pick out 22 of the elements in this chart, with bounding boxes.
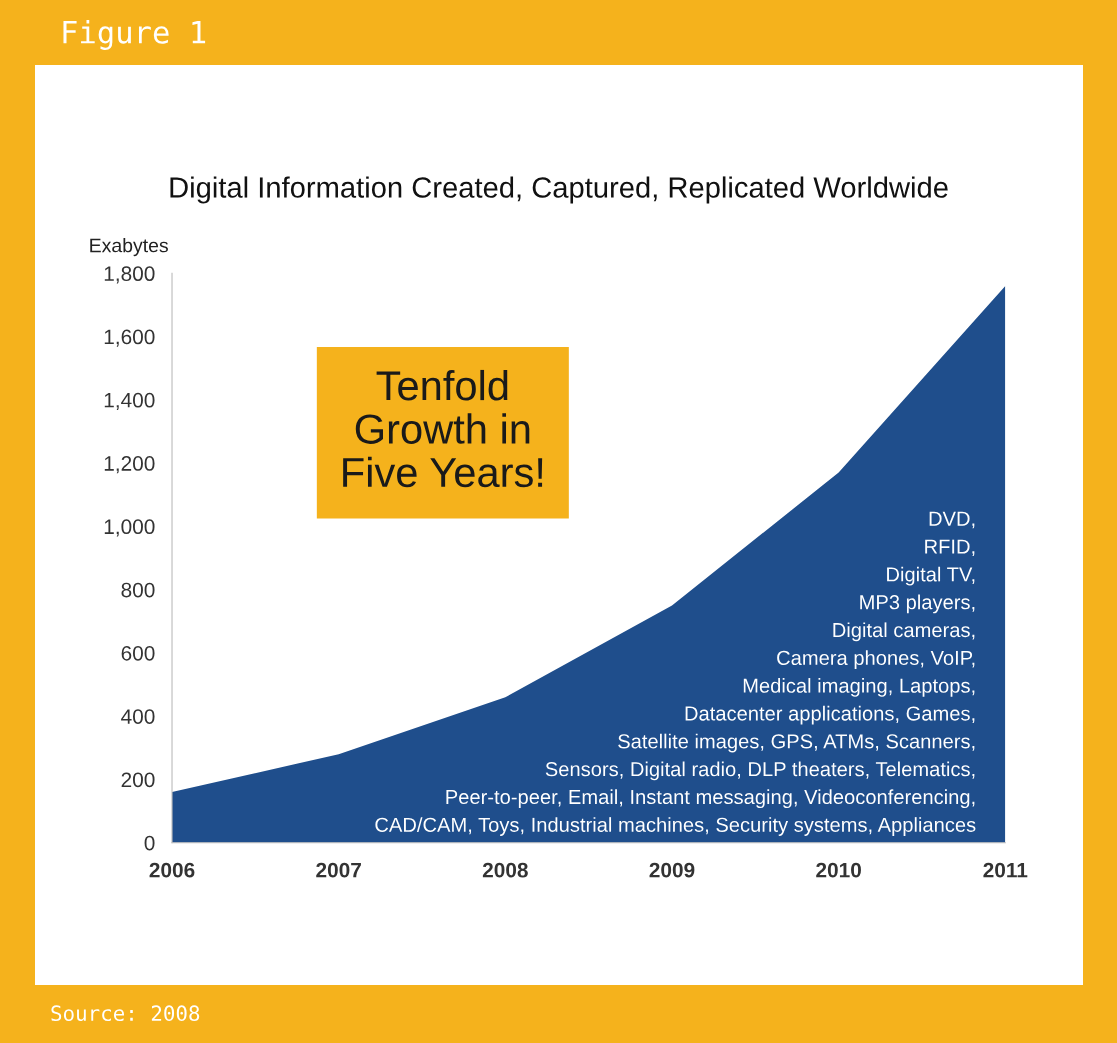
y-tick-label: 400 xyxy=(121,709,155,724)
x-tick-label: 2009 xyxy=(649,862,695,878)
x-tick-label: 2006 xyxy=(149,862,195,878)
y-tick-label: 1,800 xyxy=(104,266,155,284)
y-tick-label: 1,400 xyxy=(104,392,155,411)
y-tick-label: 1,000 xyxy=(104,519,155,537)
x-tick-label: 2008 xyxy=(482,862,528,878)
y-tick-label: 800 xyxy=(121,582,155,598)
source-note: Source: 2008 xyxy=(51,1005,200,1022)
caption: Figure 1 xyxy=(63,20,206,50)
y-tick-label: 600 xyxy=(121,645,155,661)
x-tick-label: 2007 xyxy=(316,862,361,878)
y-tick-label: 1,600 xyxy=(104,329,155,347)
y-tick-label: 0 xyxy=(144,835,155,851)
x-tick-label: 2010 xyxy=(816,862,861,878)
annotation: Tenfold Growth in Five Years! xyxy=(343,369,543,488)
chart-title: Digital Information Created, Captured, Replicated Worldwide xyxy=(170,176,948,204)
x-tick-label: 2011 xyxy=(983,862,1028,878)
y-tick-label: 200 xyxy=(121,772,155,788)
y-axis-title: Exabytes xyxy=(90,238,168,257)
text: DVD, RFID, Digital TV, MP3 players, Digital cameras, Camera phones, VoIP, Medical imaging, Laptops, Datacenter applications, Games, Satellite images, GPS, ATMs, Scanners, Sensors, Digital radio, DLP theaters, Telematics, Peer-to-peer, Email, Instant messaging, Videoconferencing, CAD/CAM, Toys, Industrial machines, Security systems, Appliances xyxy=(375,511,976,836)
y-tick-label: 1,200 xyxy=(104,456,155,474)
